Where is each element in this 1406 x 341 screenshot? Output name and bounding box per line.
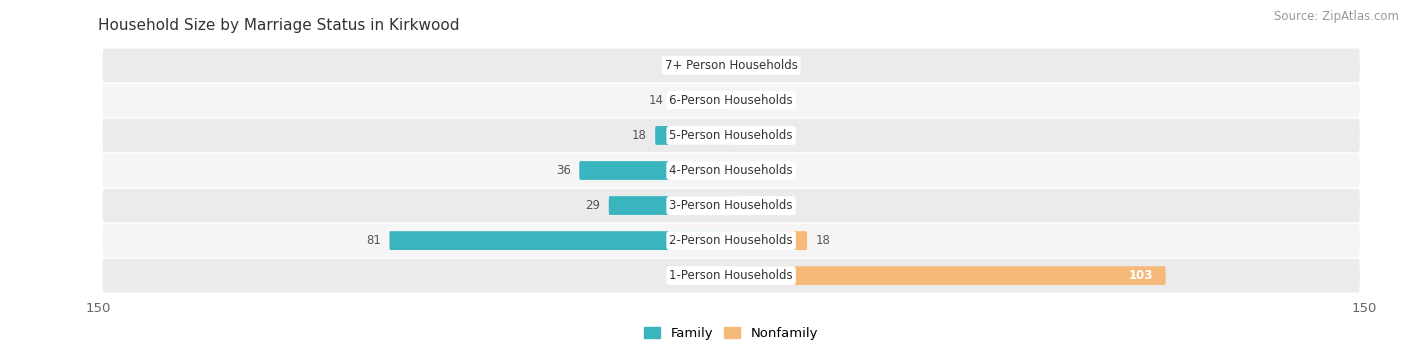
Text: Household Size by Marriage Status in Kirkwood: Household Size by Marriage Status in Kir…: [98, 18, 460, 33]
FancyBboxPatch shape: [103, 224, 1360, 257]
Text: 14: 14: [648, 94, 664, 107]
FancyBboxPatch shape: [731, 231, 807, 250]
Text: Source: ZipAtlas.com: Source: ZipAtlas.com: [1274, 10, 1399, 23]
FancyBboxPatch shape: [579, 161, 731, 180]
FancyBboxPatch shape: [609, 196, 731, 215]
Text: 2-Person Households: 2-Person Households: [669, 234, 793, 247]
Text: 18: 18: [815, 234, 831, 247]
FancyBboxPatch shape: [103, 189, 1360, 222]
Text: 103: 103: [1129, 269, 1153, 282]
Text: 29: 29: [585, 199, 600, 212]
Text: 0: 0: [716, 269, 723, 282]
Legend: Family, Nonfamily: Family, Nonfamily: [640, 322, 823, 341]
Text: 6-Person Households: 6-Person Households: [669, 94, 793, 107]
Text: 7+ Person Households: 7+ Person Households: [665, 59, 797, 72]
FancyBboxPatch shape: [103, 154, 1360, 187]
Text: 0: 0: [740, 129, 747, 142]
Text: 0: 0: [740, 164, 747, 177]
Text: 36: 36: [555, 164, 571, 177]
FancyBboxPatch shape: [103, 84, 1360, 117]
Text: 5-Person Households: 5-Person Households: [669, 129, 793, 142]
FancyBboxPatch shape: [672, 91, 731, 110]
FancyBboxPatch shape: [731, 266, 1166, 285]
Text: 81: 81: [366, 234, 381, 247]
Text: 1-Person Households: 1-Person Households: [669, 269, 793, 282]
FancyBboxPatch shape: [389, 231, 731, 250]
FancyBboxPatch shape: [103, 48, 1360, 82]
Text: 3-Person Households: 3-Person Households: [669, 199, 793, 212]
Text: 0: 0: [740, 59, 747, 72]
FancyBboxPatch shape: [103, 259, 1360, 293]
Text: 4-Person Households: 4-Person Households: [669, 164, 793, 177]
FancyBboxPatch shape: [655, 126, 731, 145]
Text: 3: 3: [752, 199, 759, 212]
Text: 18: 18: [631, 129, 647, 142]
Text: 0: 0: [716, 59, 723, 72]
Text: 0: 0: [740, 94, 747, 107]
FancyBboxPatch shape: [103, 119, 1360, 152]
FancyBboxPatch shape: [731, 196, 744, 215]
